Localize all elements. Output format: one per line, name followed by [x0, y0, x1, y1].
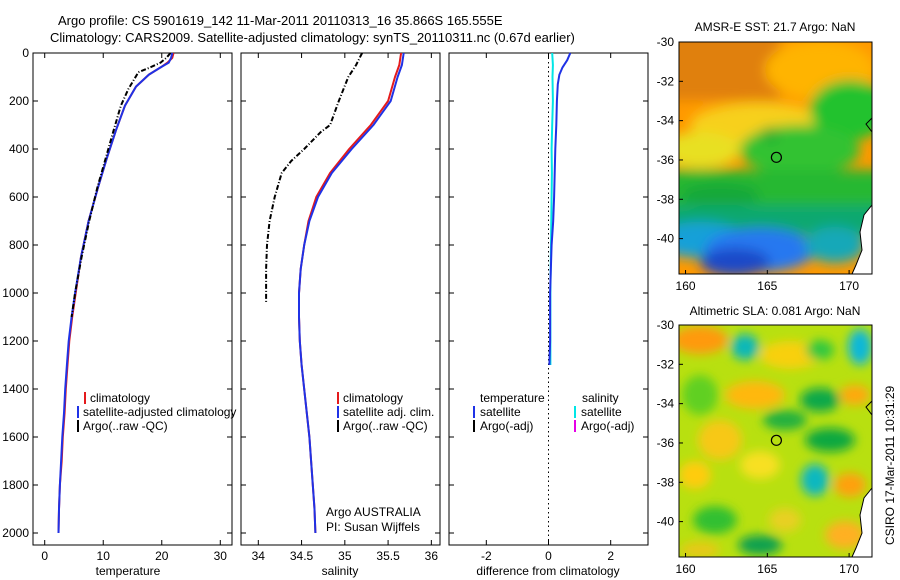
- series-line-satellite-adjusted-climatology: [57, 52, 174, 534]
- legend-label-sal-satellite: satellite: [581, 405, 622, 419]
- y-tick-label: 1800: [2, 478, 29, 492]
- header-line-2: Climatology: CARS2009. Satellite-adjuste…: [50, 30, 575, 45]
- salinity-chart: 34 34.5 35 35.5 36: [241, 52, 440, 563]
- difference-legend: temperature salinity satellite Argo(-adj…: [473, 391, 634, 433]
- map-y-tick-label: -32: [657, 357, 675, 371]
- legend-label-climatology: climatology: [343, 391, 403, 405]
- temperature-chart: 0 10 20 30 0 200 400 600 800 1000 1200 1400 1600 1800…: [2, 46, 232, 563]
- x-tick-label: 34: [252, 549, 266, 563]
- x-tick-label: 10: [97, 549, 111, 563]
- y-tick-label: 1400: [2, 382, 29, 396]
- legend-label-satellite-adjusted: satellite-adjusted climatology: [83, 405, 236, 419]
- credit-text: CSIRO 17-Mar-2011 10:31:29: [883, 385, 897, 545]
- legend-label-temp-satellite: satellite: [480, 405, 521, 419]
- sla-map-image: [679, 325, 872, 557]
- legend-header-temperature: temperature: [480, 391, 545, 405]
- map-x-tick-label: 165: [757, 279, 777, 293]
- sst-map-image: [679, 42, 872, 274]
- argo-float-marker: [770, 434, 782, 446]
- argo-float-marker: [770, 151, 782, 163]
- map-y-tick-label: -36: [657, 153, 675, 167]
- sla-map-title: Altimetric SLA: 0.081 Argo: NaN: [690, 304, 861, 318]
- y-tick-label: 1000: [2, 286, 29, 300]
- map-y-tick-label: -30: [657, 35, 675, 49]
- x-tick-label: 0: [41, 549, 48, 563]
- y-tick-label: 800: [9, 238, 29, 252]
- map-y-tick-label: -38: [657, 192, 675, 206]
- y-tick-label: 200: [9, 94, 29, 108]
- map-y-tick-label: -34: [657, 114, 675, 128]
- salinity-xlabel: salinity: [322, 564, 359, 578]
- x-tick-label: -2: [481, 549, 492, 563]
- difference-chart: -2 0 2: [449, 52, 648, 563]
- legend-label-climatology: climatology: [90, 391, 150, 405]
- x-tick-label: 2: [607, 549, 614, 563]
- series-line-argo-raw-qc: [70, 52, 172, 318]
- x-tick-label: 35.5: [376, 549, 400, 563]
- y-tick-label: 1600: [2, 430, 29, 444]
- x-tick-label: 30: [214, 549, 228, 563]
- legend-label-argo: Argo(..raw -QC): [343, 419, 428, 433]
- y-tick-label: 1200: [2, 334, 29, 348]
- sst-map-axes: 160 165 170 -30 -32 -34 -36 -38 -40: [657, 35, 860, 293]
- sla-map-axes: 160 165 170 -30 -32 -34 -36 -38 -40: [657, 318, 860, 576]
- difference-panel-frame: [448, 52, 649, 546]
- legend-header-salinity: salinity: [582, 391, 619, 405]
- salinity-panel-frame: [240, 52, 441, 546]
- y-tick-label: 600: [9, 190, 29, 204]
- series-line-climatology: [298, 52, 403, 534]
- map-x-tick-label: 165: [757, 562, 777, 576]
- temperature-xlabel: temperature: [96, 564, 161, 578]
- map-y-tick-label: -34: [657, 397, 675, 411]
- legend-label-sal-argo: Argo(-adj): [581, 419, 634, 433]
- y-tick-label: 2000: [2, 526, 29, 540]
- series-line-satellite: [548, 52, 572, 366]
- header-line-1: Argo profile: CS 5901619_142 11-Mar-2011…: [58, 13, 503, 28]
- map-x-tick-label: 160: [676, 279, 696, 293]
- sst-map-frame: [678, 41, 873, 275]
- map-x-tick-label: 170: [839, 562, 859, 576]
- series-line-satellite-adj-clim: [298, 52, 405, 534]
- map-y-tick-label: -30: [657, 318, 675, 332]
- sst-map-title: AMSR-E SST: 21.7 Argo: NaN: [695, 20, 856, 34]
- x-tick-label: 20: [155, 549, 169, 563]
- legend-label-argo: Argo(..raw -QC): [83, 419, 168, 433]
- salinity-legend: climatology satellite adj. clim. Argo(..…: [326, 391, 434, 534]
- map-y-tick-label: -38: [657, 475, 675, 489]
- x-tick-label: 36: [425, 549, 439, 563]
- legend-label-temp-argo: Argo(-adj): [480, 419, 533, 433]
- map-y-tick-label: -40: [657, 515, 675, 529]
- temperature-legend: climatology satellite-adjusted climatolo…: [77, 391, 236, 433]
- map-y-tick-label: -32: [657, 74, 675, 88]
- sla-map-frame: [678, 324, 873, 558]
- argo-credit-line-2: PI: Susan Wijffels: [326, 520, 420, 534]
- temperature-panel-frame: [32, 52, 233, 546]
- map-y-tick-label: -40: [657, 232, 675, 246]
- y-tick-label: 0: [22, 46, 29, 60]
- series-line-argo-raw-qc: [265, 52, 363, 303]
- y-tick-label: 400: [9, 142, 29, 156]
- argo-credit-line-1: Argo AUSTRALIA: [326, 505, 421, 519]
- x-tick-label: 34.5: [290, 549, 314, 563]
- map-y-tick-label: -36: [657, 436, 675, 450]
- x-tick-label: 0: [545, 549, 552, 563]
- difference-xlabel: difference from climatology: [476, 564, 619, 578]
- legend-label-satellite-adj: satellite adj. clim.: [343, 405, 434, 419]
- map-x-tick-label: 170: [839, 279, 859, 293]
- map-x-tick-label: 160: [676, 562, 696, 576]
- x-tick-label: 35: [338, 549, 352, 563]
